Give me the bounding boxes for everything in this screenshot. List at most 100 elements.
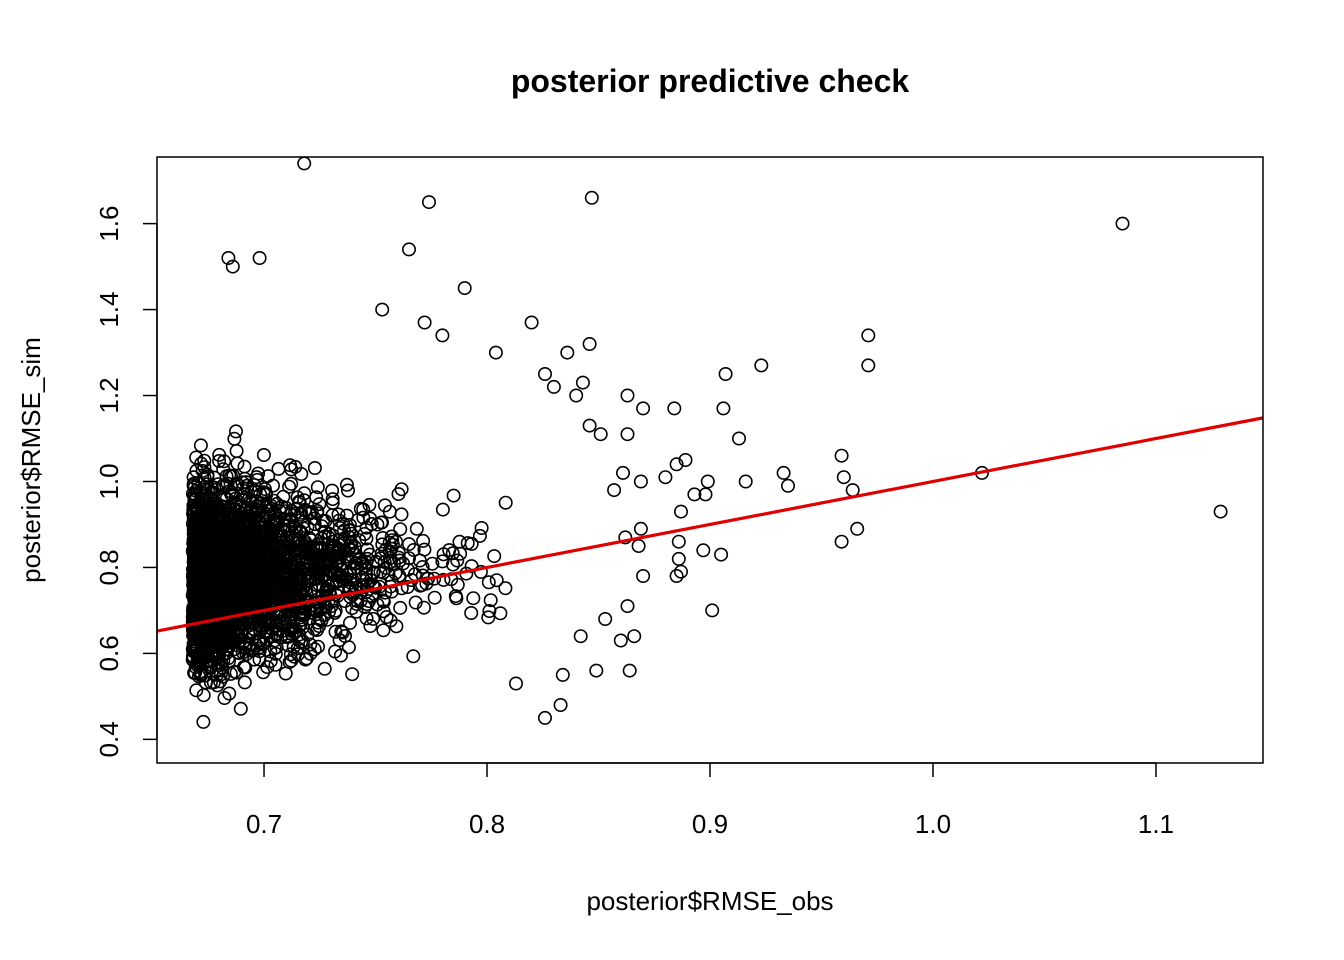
data-point	[257, 554, 272, 569]
data-point	[366, 565, 381, 580]
data-point	[406, 649, 421, 664]
data-point	[252, 567, 267, 582]
data-point	[339, 477, 354, 492]
data-point	[257, 482, 272, 497]
data-point	[201, 500, 216, 515]
data-point	[198, 482, 213, 497]
data-point	[334, 624, 349, 639]
data-point	[472, 528, 487, 543]
data-point	[1115, 216, 1130, 231]
y-tick-label: 1.6	[94, 206, 124, 242]
data-point	[212, 453, 227, 468]
data-point	[260, 510, 275, 525]
data-point	[382, 504, 397, 519]
data-point	[238, 640, 253, 655]
data-point	[716, 401, 731, 416]
data-point	[271, 542, 286, 557]
data-point	[466, 591, 481, 606]
data-point	[374, 515, 389, 530]
data-point	[1213, 504, 1228, 519]
data-point	[186, 470, 201, 485]
data-point	[313, 602, 328, 617]
data-point	[293, 616, 308, 631]
data-point	[185, 544, 200, 559]
data-point	[325, 492, 340, 507]
data-point	[216, 647, 231, 662]
data-point	[187, 602, 202, 617]
data-point	[589, 663, 604, 678]
data-point	[271, 528, 286, 543]
data-point	[252, 633, 267, 648]
data-point	[633, 474, 648, 489]
data-point	[191, 589, 206, 604]
x-axis: 0.7 0.8 0.9 1.0 1.1	[246, 762, 1174, 839]
data-point	[251, 466, 266, 481]
data-point	[435, 502, 450, 517]
data-point	[669, 568, 684, 583]
data-point	[190, 501, 205, 516]
regression-line-group	[156, 416, 1264, 633]
data-point	[312, 611, 327, 626]
regression-line	[156, 416, 1264, 633]
y-tick-label: 1.0	[94, 463, 124, 499]
data-point	[613, 633, 628, 648]
data-point	[345, 667, 360, 682]
data-point	[282, 479, 297, 494]
y-axis: 0.4 0.6 0.8 1.0 1.2 1.4 1.6	[94, 206, 158, 757]
data-point	[425, 556, 440, 571]
data-point	[658, 470, 673, 485]
x-tick-label: 0.9	[692, 809, 728, 839]
data-point	[193, 612, 208, 627]
data-point	[394, 581, 409, 596]
data-point	[754, 358, 769, 373]
data-point	[435, 554, 450, 569]
data-point	[669, 457, 684, 472]
data-point	[834, 534, 849, 549]
data-point	[233, 626, 248, 641]
data-point	[271, 461, 286, 476]
data-point	[312, 497, 327, 512]
data-point	[197, 561, 212, 576]
data-point	[383, 613, 398, 628]
data-point	[229, 424, 244, 439]
data-point	[332, 513, 347, 528]
data-point	[607, 483, 622, 498]
data-point	[292, 584, 307, 599]
data-point	[391, 487, 406, 502]
data-point	[392, 568, 407, 583]
data-point	[360, 597, 375, 612]
data-point	[278, 551, 293, 566]
data-point	[259, 632, 274, 647]
data-point	[417, 315, 432, 330]
data-point	[263, 644, 278, 659]
data-point	[212, 550, 227, 565]
data-point	[482, 603, 497, 618]
data-point	[416, 533, 431, 548]
data-point	[593, 427, 608, 442]
data-point	[300, 520, 315, 535]
x-tick-label: 0.7	[246, 809, 282, 839]
y-axis-title: posterior$RMSE_sim	[16, 337, 46, 583]
data-point	[277, 504, 292, 519]
data-point	[448, 589, 463, 604]
data-point	[264, 529, 279, 544]
data-point	[360, 551, 375, 566]
data-point	[276, 590, 291, 605]
data-point	[341, 640, 356, 655]
data-point	[553, 697, 568, 712]
data-point	[359, 531, 374, 546]
data-point	[230, 456, 245, 471]
data-point	[286, 639, 301, 654]
data-point	[409, 521, 424, 536]
data-point	[489, 573, 504, 588]
data-point	[253, 619, 268, 634]
data-point	[379, 609, 394, 624]
data-point	[215, 504, 230, 519]
data-point	[241, 626, 256, 641]
data-point	[243, 509, 258, 524]
data-point	[236, 542, 251, 557]
data-point	[631, 538, 646, 553]
data-point	[481, 610, 496, 625]
data-point	[293, 607, 308, 622]
data-point	[481, 575, 496, 590]
